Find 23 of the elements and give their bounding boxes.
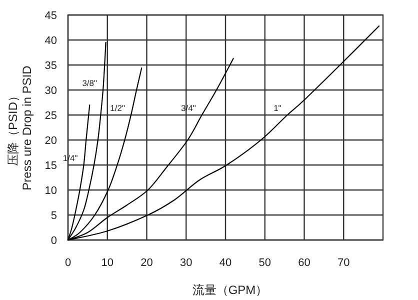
series-label: 1/2" bbox=[110, 103, 125, 113]
x-tick-label: 70 bbox=[338, 257, 350, 269]
series-label: 3/8" bbox=[82, 78, 98, 88]
x-tick-label: 10 bbox=[101, 257, 114, 269]
x-tick-label: 20 bbox=[140, 257, 153, 269]
y-axis-title: 压降（PSID） Press ure Drop in PSID bbox=[6, 65, 34, 190]
y-tick-label: 25 bbox=[44, 110, 57, 122]
x-tick-label: 50 bbox=[258, 257, 271, 269]
x-axis-title: 流量（GPM） bbox=[192, 283, 268, 297]
series-label: 1" bbox=[274, 103, 282, 113]
y-tick-label: 15 bbox=[44, 160, 57, 172]
y-tick-label: 10 bbox=[44, 185, 57, 197]
y-tick-label: 5 bbox=[50, 210, 57, 222]
y-tick-label: 30 bbox=[44, 85, 57, 97]
x-tick-label: 0 bbox=[64, 257, 72, 269]
y-tick-label: 45 bbox=[44, 10, 57, 22]
x-tick-label: 30 bbox=[180, 257, 192, 269]
x-tick-label: 40 bbox=[219, 257, 232, 269]
y-tick-label: 0 bbox=[50, 235, 57, 247]
y-tick-label: 35 bbox=[44, 60, 57, 72]
x-tick-label: 60 bbox=[298, 257, 310, 269]
y-tick-label: 40 bbox=[44, 35, 57, 47]
y-tick-label: 20 bbox=[44, 135, 57, 147]
